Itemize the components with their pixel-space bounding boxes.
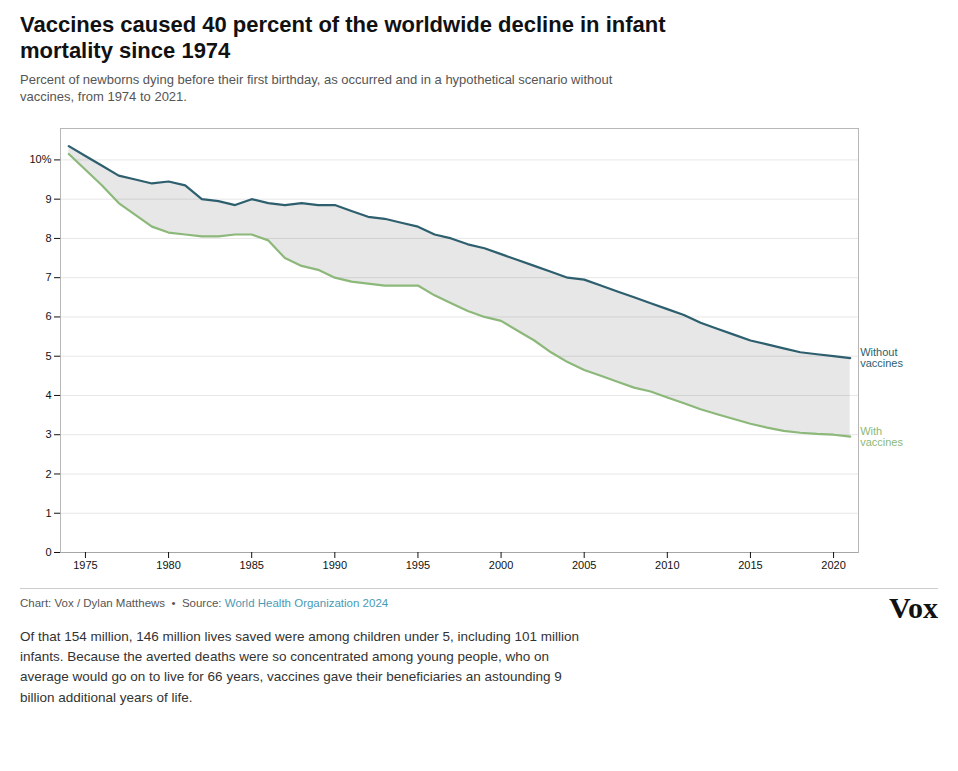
svg-text:2010: 2010 — [655, 559, 679, 571]
svg-text:9: 9 — [45, 193, 51, 205]
svg-text:7: 7 — [45, 271, 51, 283]
svg-text:1: 1 — [45, 507, 51, 519]
html-text:Vox: Vox — [889, 590, 938, 624]
svg-text:1975: 1975 — [73, 559, 97, 571]
svg-text:10%: 10% — [29, 153, 51, 165]
svg-text:3: 3 — [45, 428, 51, 440]
html-text:Chart: Vox / Dylan Matthews •: Chart: Vox / Dylan Matthews • Source: Wo… — [20, 596, 389, 609]
svg-text:2015: 2015 — [738, 559, 762, 571]
svg-text:2005: 2005 — [572, 559, 596, 571]
svg-text:Withoutvaccines: Withoutvaccines — [860, 346, 903, 369]
svg-text:1980: 1980 — [156, 559, 180, 571]
svg-text:6: 6 — [45, 310, 51, 322]
svg-text:0: 0 — [45, 546, 51, 558]
svg-text:1985: 1985 — [239, 559, 263, 571]
svg-text:2: 2 — [45, 467, 51, 479]
svg-text:4: 4 — [45, 389, 51, 401]
html-text:Vaccines caused 40 percent of: Vaccines caused 40 percent of the worldw… — [20, 12, 666, 64]
svg-text:5: 5 — [45, 350, 51, 362]
svg-text:2000: 2000 — [489, 559, 513, 571]
svg-text:2020: 2020 — [821, 559, 845, 571]
svg-text:8: 8 — [45, 232, 51, 244]
html-text:Percent of newborns dying befo: Percent of newborns dying before their f… — [20, 71, 613, 105]
svg-text:1990: 1990 — [323, 559, 347, 571]
svg-text:1995: 1995 — [406, 559, 430, 571]
svg-text:Withvaccines: Withvaccines — [860, 425, 903, 448]
html-text:Of that 154 million, 146 milli: Of that 154 million, 146 million lives s… — [20, 628, 580, 705]
